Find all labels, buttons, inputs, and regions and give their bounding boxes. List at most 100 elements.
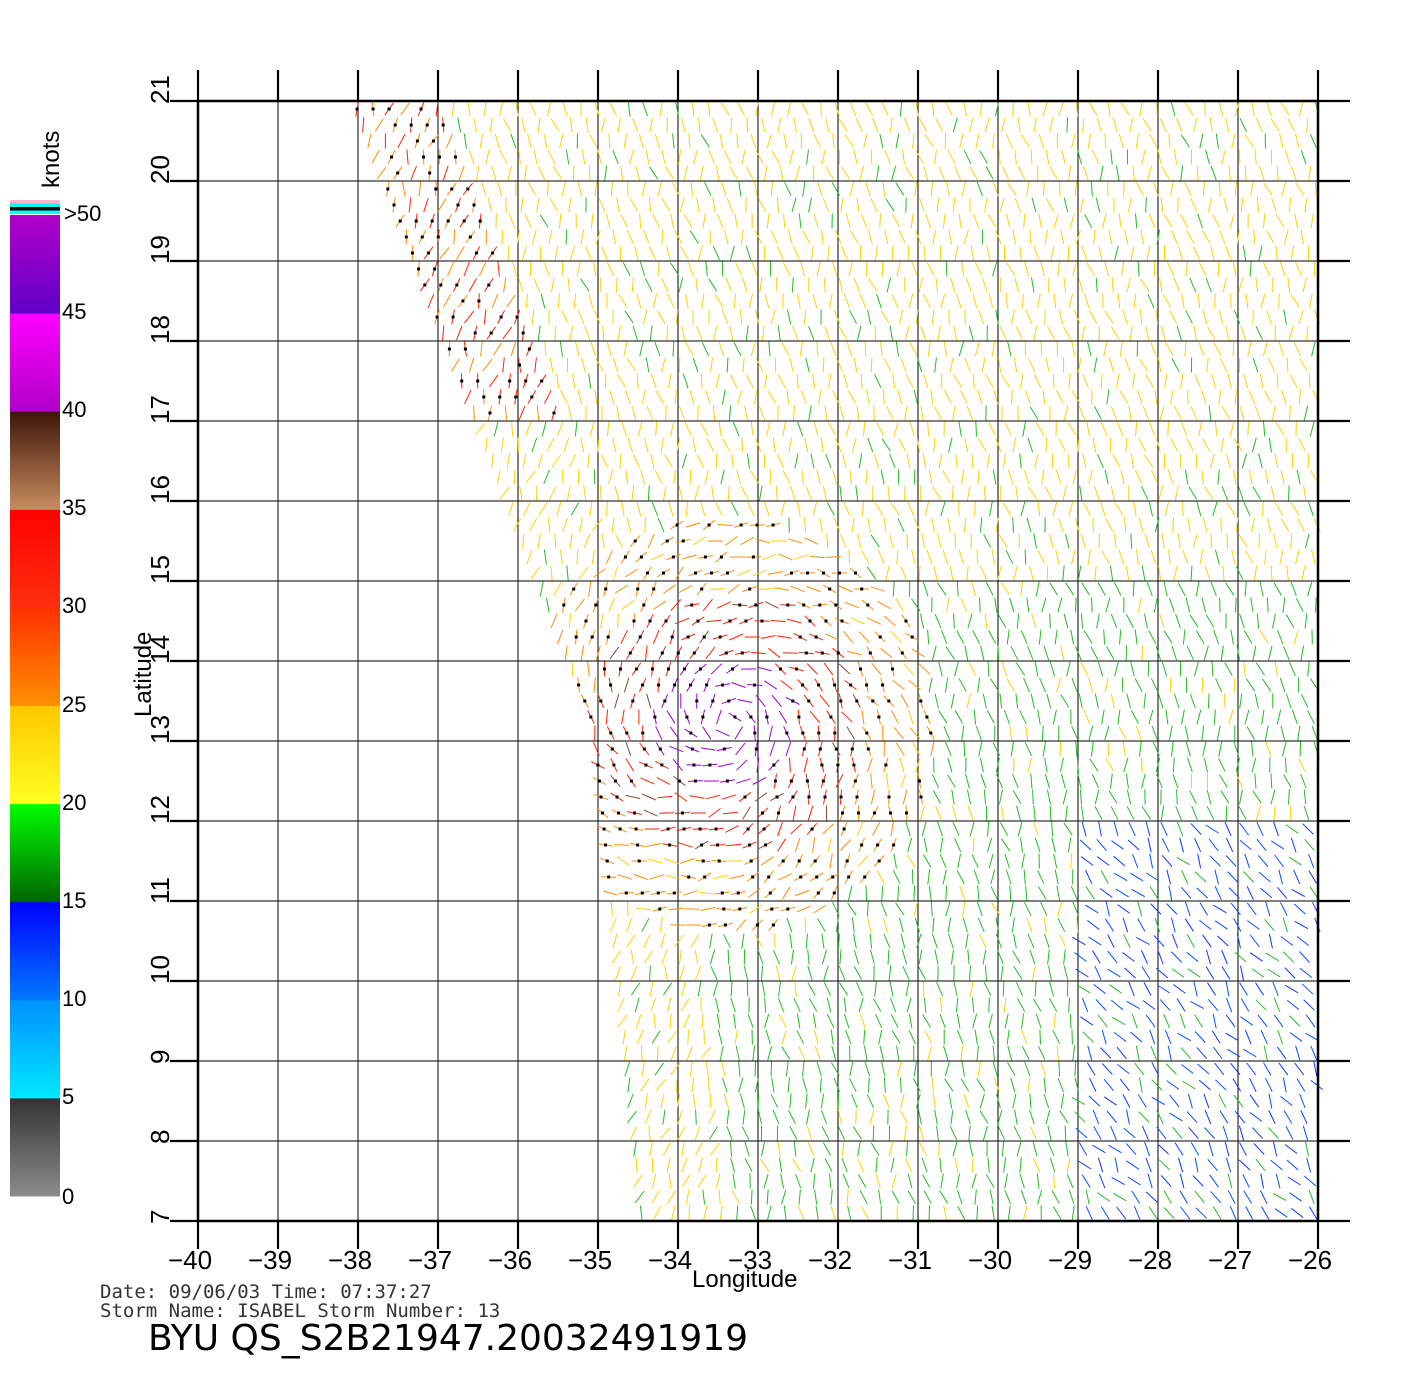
wind-barb [905,1157,913,1173]
wind-barb [822,823,834,835]
wind-barb [710,965,718,981]
wind-barb [943,1045,949,1061]
wind-barb [1080,533,1086,549]
wind-barb [822,485,827,501]
wind-barb [1075,597,1077,613]
wind-barb [1256,821,1264,837]
wind-barb [1305,1014,1316,1028]
wind-barb [1158,565,1162,581]
wind-barb [991,341,995,357]
wind-barb [1273,821,1279,837]
wind-dot [726,571,729,575]
wind-barb [945,101,953,117]
wind-barb [997,949,1004,965]
wind-barb [1095,999,1107,1011]
wind-barb [621,600,635,610]
wind-barb [480,341,483,357]
wind-barb [1202,517,1208,533]
wind-barb [897,517,905,533]
wind-barb [788,437,793,453]
wind-barb [995,933,1002,949]
wind-barb [1001,117,1006,133]
wind-barb [1163,1013,1171,1029]
wind-barb [1289,1192,1303,1202]
wind-barb [841,1141,845,1157]
wind-dot [430,219,434,223]
wind-barb [1145,374,1154,388]
wind-barb [1077,773,1082,789]
wind-barb [1180,1206,1191,1220]
wind-barb [1272,1192,1287,1202]
wind-barb [1034,453,1039,469]
wind-barb [985,965,987,981]
wind-barb [669,745,684,753]
wind-barb [1110,326,1120,340]
wind-barb [610,901,613,917]
wind-dot [476,379,480,383]
wind-barb [857,1174,867,1188]
wind-barb [577,181,583,197]
wind-barb [776,635,792,639]
wind-barb [1151,469,1159,485]
wind-barb [1186,230,1195,244]
wind-barb [770,309,776,325]
wind-barb [824,325,831,341]
wind-dot [878,635,882,639]
wind-barb [768,341,771,357]
wind-barb [656,1045,659,1061]
wind-barb [1185,310,1193,324]
wind-barb [1256,197,1260,213]
wind-barb [709,933,713,949]
wind-barb [945,885,948,901]
wind-barb [1268,1109,1276,1125]
wind-dot [355,107,359,111]
wind-barb [1253,1143,1265,1155]
wind-barb [576,549,579,565]
wind-barb [1112,454,1121,468]
wind-barb [1081,613,1083,629]
wind-barb [442,294,452,308]
wind-barb [729,633,744,641]
wind-barb [1311,341,1316,357]
wind-barb [923,245,926,261]
wind-barb [600,453,608,469]
wind-barb [1049,981,1054,997]
wind-barb [1179,1190,1188,1204]
wind-barb [786,389,790,405]
wind-barb [1272,981,1279,997]
wind-dot [698,827,702,831]
wind-barb [937,821,943,837]
wind-barb [995,917,1000,933]
colorbar-strip [10,200,60,204]
wind-barb [655,421,658,437]
wind-barb [969,821,975,837]
wind-barb [1070,853,1073,869]
wind-barb [668,907,684,911]
wind-barb [885,198,895,212]
wind-barb [838,585,853,593]
wind-barb [777,197,779,213]
wind-barb [629,1125,638,1141]
wind-barb [1279,902,1288,916]
wind-barb [624,568,639,578]
wind-barb [583,533,591,549]
wind-barb [1058,438,1067,452]
wind-barb [1235,597,1237,613]
wind-barb [937,325,942,341]
wind-barb [1192,533,1198,549]
wind-barb [1240,1016,1254,1026]
wind-barb [522,533,525,549]
wind-barb [1273,1014,1284,1028]
wind-barb [1176,821,1184,837]
wind-barb [550,613,558,629]
wind-barb [750,341,757,357]
x-tick-label: −29 [1047,1245,1093,1275]
wind-barb [1027,357,1036,373]
wind-barb [1159,999,1171,1011]
wind-barb [646,405,654,421]
wind-barb [1041,469,1045,485]
wind-barb [917,966,927,980]
wind-barb [752,1045,756,1061]
wind-barb [1097,453,1104,469]
wind-barb [649,166,659,180]
